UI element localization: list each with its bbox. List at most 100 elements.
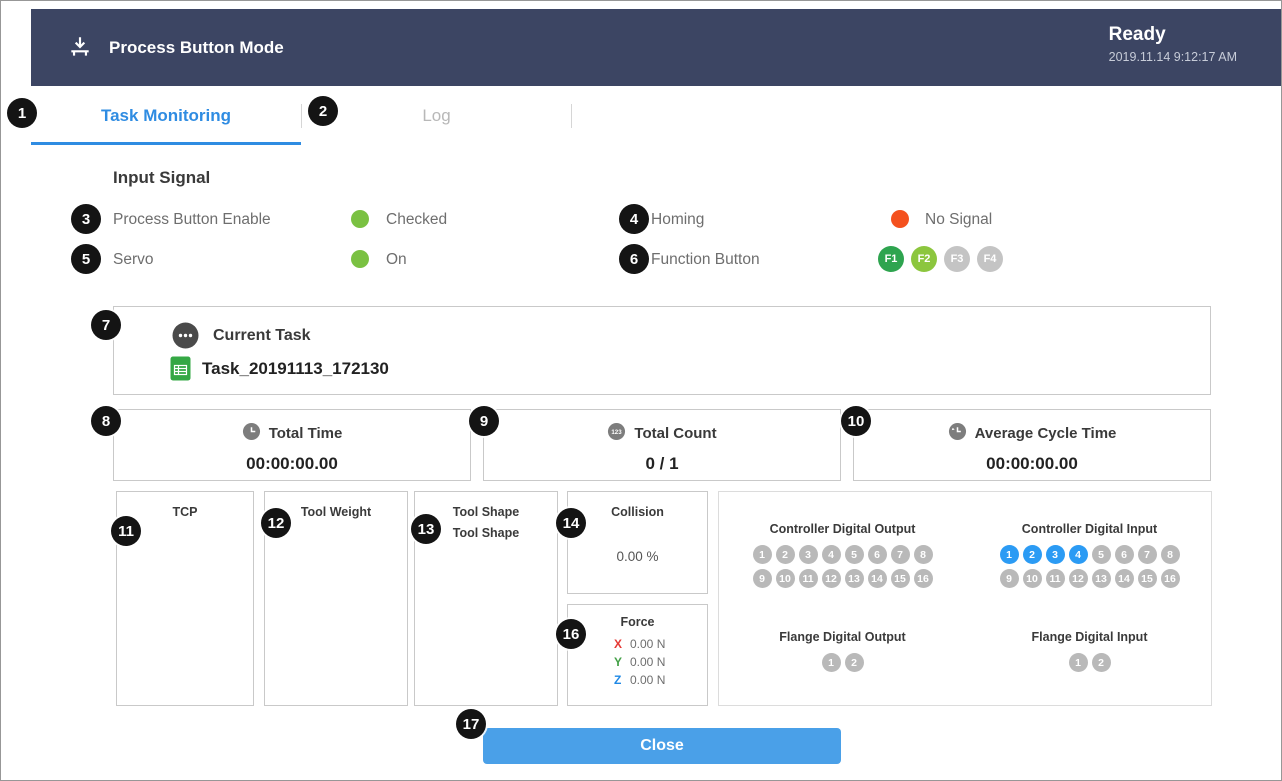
function-button-f1-indicator: F1	[878, 246, 904, 272]
force-values: X 0.00 N Y 0.00 N Z 0.00 N	[568, 635, 707, 689]
io-indicator-14: 14	[867, 569, 887, 588]
io-indicator-12: 12	[1068, 569, 1088, 588]
svg-text:123: 123	[612, 429, 623, 436]
io-indicator-13: 13	[1091, 569, 1111, 588]
io-indicator-7: 7	[1137, 545, 1157, 564]
process-button-enable-status-dot	[351, 210, 369, 228]
tool-shape-title: Tool Shape	[452, 505, 520, 519]
io-indicator-4: 4	[821, 545, 841, 564]
callout-badge-10: 10	[841, 406, 871, 436]
io-indicator-15: 15	[1137, 569, 1157, 588]
total-count-box: 123 Total Count 0 / 1	[483, 409, 841, 481]
tab-divider	[301, 104, 302, 128]
current-task-label: Current Task	[213, 327, 311, 344]
total-time-header: Total Time	[114, 422, 470, 445]
tool-shape-value: Tool Shape	[452, 526, 520, 540]
io-indicator-2: 2	[1091, 653, 1111, 672]
io-indicator-8: 8	[1160, 545, 1180, 564]
total-count-header: 123 Total Count	[484, 422, 840, 445]
io-indicator-1: 1	[999, 545, 1019, 564]
tab-task-monitoring[interactable]: Task Monitoring	[100, 105, 231, 125]
controller-digital-input-indicators: 1 2 3 4 5 6 7 8 9 10 11 12 13 14 15 16	[995, 545, 1185, 588]
status-text: Ready	[1108, 24, 1166, 45]
io-indicator-10: 10	[775, 569, 795, 588]
controller-digital-input-group: Controller Digital Input 1 2 3 4 5 6 7 8 9 10 11 12…	[966, 522, 1213, 588]
io-indicator-4: 4	[1068, 545, 1088, 564]
io-indicator-13: 13	[844, 569, 864, 588]
io-indicator-2: 2	[844, 653, 864, 672]
io-indicator-1: 1	[752, 545, 772, 564]
io-indicator-10: 10	[1022, 569, 1042, 588]
controller-digital-output-group: Controller Digital Output 1 2 3 4 5 6 7 8 9 10 11 1…	[719, 522, 966, 588]
function-button-f4-indicator: F4	[977, 246, 1003, 272]
io-indicator-15: 15	[890, 569, 910, 588]
input-signal-heading: Input Signal	[113, 168, 211, 187]
force-box: Force X 0.00 N Y 0.00 N Z 0.00 N	[567, 604, 708, 706]
callout-badge-17: 17	[456, 709, 486, 739]
callout-badge-6: 6	[619, 244, 649, 274]
function-button-f3-indicator: F3	[944, 246, 970, 272]
io-indicator-5: 5	[1091, 545, 1111, 564]
io-indicator-6: 6	[1114, 545, 1134, 564]
io-indicator-1: 1	[821, 653, 841, 672]
io-indicator-1: 1	[1068, 653, 1088, 672]
total-count-label: Total Count	[634, 425, 717, 442]
ellipsis-icon	[172, 322, 199, 354]
function-button-label: Function Button	[651, 251, 760, 268]
servo-label: Servo	[113, 251, 154, 268]
function-button-f2-indicator: F2	[911, 246, 937, 272]
tab-divider	[571, 104, 572, 128]
callout-badge-3: 3	[71, 204, 101, 234]
cycle-time-icon	[948, 422, 967, 445]
process-button-enable-status: Checked	[386, 211, 448, 228]
robot-status-block: Ready 2019.11.14 9:12:17 AM	[1109, 24, 1237, 64]
tab-log[interactable]: Log	[422, 105, 451, 125]
homing-status: No Signal	[925, 211, 993, 228]
controller-digital-output-title: Controller Digital Output	[769, 522, 916, 536]
callout-badge-9: 9	[469, 406, 499, 436]
current-task-panel: Current Task Task_20191113_172130	[113, 306, 1211, 395]
io-indicator-12: 12	[821, 569, 841, 588]
average-cycle-time-label: Average Cycle Time	[974, 425, 1117, 442]
callout-badge-2: 2	[308, 96, 338, 126]
current-task-name: Task_20191113_172130	[202, 359, 389, 378]
total-count-value: 0 / 1	[645, 454, 679, 473]
total-time-label: Total Time	[268, 425, 343, 442]
io-indicator-16: 16	[913, 569, 933, 588]
homing-status-dot	[891, 210, 909, 228]
tool-weight-title: Tool Weight	[300, 505, 372, 519]
callout-badge-12: 12	[261, 508, 291, 538]
io-indicator-2: 2	[775, 545, 795, 564]
io-indicator-3: 3	[798, 545, 818, 564]
callout-badge-8: 8	[91, 406, 121, 436]
tcp-title: TCP	[172, 505, 198, 519]
force-axis-y: Y 0.00 N	[614, 655, 666, 669]
io-indicator-3: 3	[1045, 545, 1065, 564]
task-file-icon	[170, 356, 191, 386]
total-time-box: Total Time 00:00:00.00	[113, 409, 471, 481]
close-button[interactable]: Close	[483, 728, 841, 764]
callout-badge-5: 5	[71, 244, 101, 274]
io-indicator-5: 5	[844, 545, 864, 564]
function-buttons: F1 F2 F3 F4	[878, 246, 1003, 272]
status-timestamp: 2019.11.14 9:12:17 AM	[1108, 50, 1237, 64]
callout-badge-14: 14	[556, 508, 586, 538]
total-time-value: 00:00:00.00	[246, 454, 338, 473]
force-axis-x: X 0.00 N	[614, 637, 666, 651]
header: Process Button Mode Ready 2019.11.14 9:1…	[31, 9, 1281, 86]
io-indicator-7: 7	[890, 545, 910, 564]
io-indicator-8: 8	[913, 545, 933, 564]
tool-weight-box: Tool Weight	[264, 491, 408, 706]
average-cycle-time-header: Average Cycle Time	[854, 422, 1210, 445]
io-indicator-16: 16	[1160, 569, 1180, 588]
count-123-icon: 123	[607, 422, 626, 445]
io-indicator-14: 14	[1114, 569, 1134, 588]
io-indicator-11: 11	[1045, 569, 1065, 588]
process-button-mode-icon	[67, 34, 93, 65]
force-title: Force	[620, 615, 655, 629]
callout-badge-16: 16	[556, 619, 586, 649]
